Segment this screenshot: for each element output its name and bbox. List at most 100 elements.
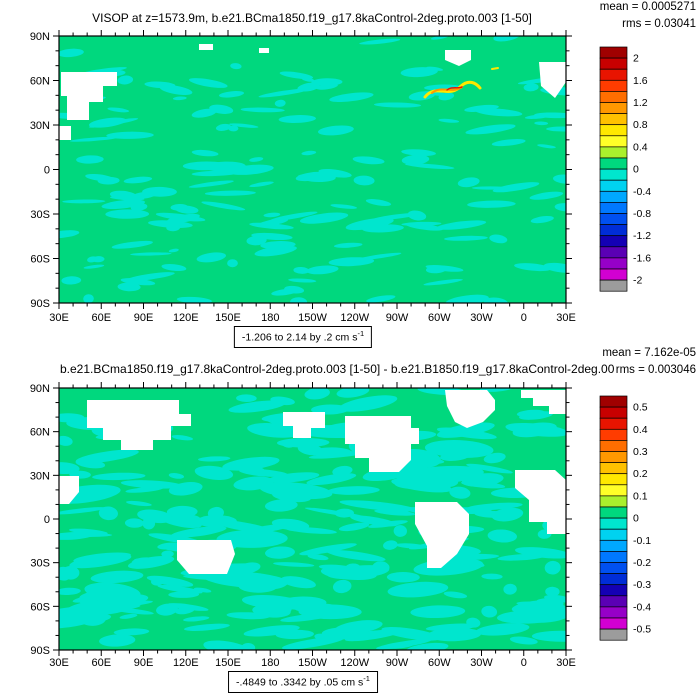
colorbar-box bbox=[599, 473, 628, 486]
colorbar-label: 0.3 bbox=[633, 446, 648, 458]
colorbar-box bbox=[599, 168, 628, 181]
colorbar-label: 0.8 bbox=[633, 119, 648, 131]
anomaly-contour-stroke bbox=[491, 67, 499, 70]
colorbar-box bbox=[599, 124, 628, 137]
colorbar-box bbox=[599, 506, 628, 519]
colorbar-label: 0.5 bbox=[633, 402, 648, 414]
colorbar-box bbox=[599, 406, 628, 419]
colorbar-box bbox=[599, 417, 628, 430]
colorbar-box bbox=[599, 246, 628, 259]
x-tick-label: 60W bbox=[428, 312, 451, 324]
x-tick-label: 90E bbox=[134, 312, 154, 324]
map-fill-area bbox=[59, 36, 566, 303]
y-tick-label: 30S bbox=[30, 209, 50, 221]
y-tick-label: 90N bbox=[30, 31, 50, 43]
x-tick-label: 30E bbox=[556, 657, 576, 669]
colorbar-box bbox=[599, 135, 628, 148]
land-polygon bbox=[87, 400, 191, 450]
panel2-rms-stat: rms = 0.003046 bbox=[615, 364, 696, 376]
colorbar-box bbox=[599, 235, 628, 248]
x-tick-label: 150W bbox=[298, 312, 327, 324]
y-tick-label: 90S bbox=[30, 645, 50, 657]
land-polygon bbox=[259, 48, 269, 53]
colorbar-box bbox=[599, 395, 628, 408]
colorbar-box bbox=[599, 179, 628, 192]
colorbar-label: -1.2 bbox=[633, 230, 651, 242]
colorbar-box bbox=[599, 539, 628, 552]
y-tick-label: 30N bbox=[30, 120, 50, 132]
x-tick-label: 120E bbox=[173, 312, 199, 324]
map-fill-area bbox=[59, 388, 566, 650]
colorbar-box bbox=[599, 584, 628, 597]
panel1-rms-stat: rms = 0.03041 bbox=[622, 18, 696, 30]
colorbar-box bbox=[599, 46, 628, 59]
colorbar-box bbox=[599, 484, 628, 497]
y-tick-label: 30S bbox=[30, 558, 50, 570]
colorbar-box bbox=[599, 146, 628, 159]
colorbar-label: -0.4 bbox=[633, 186, 651, 198]
x-tick-label: 90E bbox=[134, 657, 154, 669]
colorbar-box bbox=[599, 628, 628, 641]
colorbar-label: 1.2 bbox=[633, 97, 648, 109]
x-tick-label: 0 bbox=[521, 657, 527, 669]
colorbar-box bbox=[599, 57, 628, 70]
y-tick-label: 60N bbox=[30, 76, 50, 88]
colorbar-box bbox=[599, 91, 628, 103]
panel2-colorbar: 0.5 0.4 0.3 0.2 0.1 0 -0.1 -0.2 -0.3 -0.4 -0.5 bbox=[599, 395, 651, 641]
colorbar-box bbox=[599, 268, 628, 281]
colorbar-box bbox=[599, 562, 628, 574]
y-tick-label: 60S bbox=[30, 601, 50, 613]
land-polygon bbox=[445, 390, 495, 428]
land-polygon bbox=[59, 126, 71, 140]
land-polygon bbox=[515, 470, 566, 534]
ocean-fill bbox=[59, 36, 566, 303]
colorbar-box bbox=[599, 428, 628, 441]
land-polygon bbox=[59, 476, 79, 504]
labrador-sea-anomaly bbox=[423, 67, 499, 99]
panel1-colorbar: 2 1.6 1.2 0.8 0.4 0 -0.4 -0.8 -1.2 -1.6 -2 bbox=[599, 46, 651, 292]
colorbar-box bbox=[599, 102, 628, 114]
colorbar-box bbox=[599, 606, 628, 619]
land-mask bbox=[59, 390, 566, 574]
land-mask bbox=[59, 44, 566, 140]
axis-ticks bbox=[53, 382, 572, 656]
anomaly-contour-stroke bbox=[446, 86, 463, 91]
colorbar-box bbox=[599, 595, 628, 608]
land-polygon bbox=[345, 416, 419, 472]
panel2-mean-stat: mean = 7.162e-05 bbox=[602, 347, 696, 359]
land-polygon bbox=[539, 62, 566, 98]
x-tick-label: 150E bbox=[215, 657, 241, 669]
colorbar-label: 0 bbox=[633, 164, 639, 176]
x-tick-label: 120E bbox=[173, 657, 199, 669]
colorbar-label: -0.2 bbox=[633, 557, 651, 569]
panel1-mean-stat: mean = 0.0005271 bbox=[599, 1, 696, 13]
colorbar-box bbox=[599, 462, 628, 475]
panel1-contour-range-box: -1.206 to 2.14 by .2 cm s-1 bbox=[233, 326, 373, 348]
colorbar-box bbox=[599, 279, 628, 292]
y-tick-label: 0 bbox=[44, 165, 50, 177]
x-tick-label: 60E bbox=[92, 312, 112, 324]
colorbar-box bbox=[599, 224, 628, 237]
colorbar-label: -1.6 bbox=[633, 252, 651, 264]
land-polygon bbox=[415, 502, 469, 568]
colorbar-box bbox=[599, 202, 628, 214]
x-tick-label: 180 bbox=[261, 312, 279, 324]
panel2-map bbox=[53, 382, 572, 656]
colorbar-label: 0.2 bbox=[633, 468, 648, 480]
axis-labels: 30E 60E 90E 120E 150E 180 150W 120W 90W 60W 30W 0 30… bbox=[30, 383, 576, 669]
colorbar-label: -0.3 bbox=[633, 579, 651, 591]
x-tick-label: 180 bbox=[261, 657, 279, 669]
colorbar-label: 2 bbox=[633, 53, 639, 65]
panel1-title: VISOP at z=1573.9m, b.e21.BCma1850.f19_g… bbox=[92, 11, 532, 25]
x-tick-label: 150W bbox=[298, 657, 327, 669]
y-tick-label: 90S bbox=[30, 298, 50, 310]
colorbar-box bbox=[599, 517, 628, 530]
colorbar-label: 0 bbox=[633, 513, 639, 525]
x-tick-label: 90W bbox=[386, 657, 409, 669]
colorbar-label: 0.1 bbox=[633, 490, 648, 502]
land-polygon bbox=[177, 540, 235, 574]
land-polygon bbox=[445, 50, 471, 66]
panel2-contour-range-text: -.4849 to .3342 by .05 cm s bbox=[236, 676, 364, 689]
